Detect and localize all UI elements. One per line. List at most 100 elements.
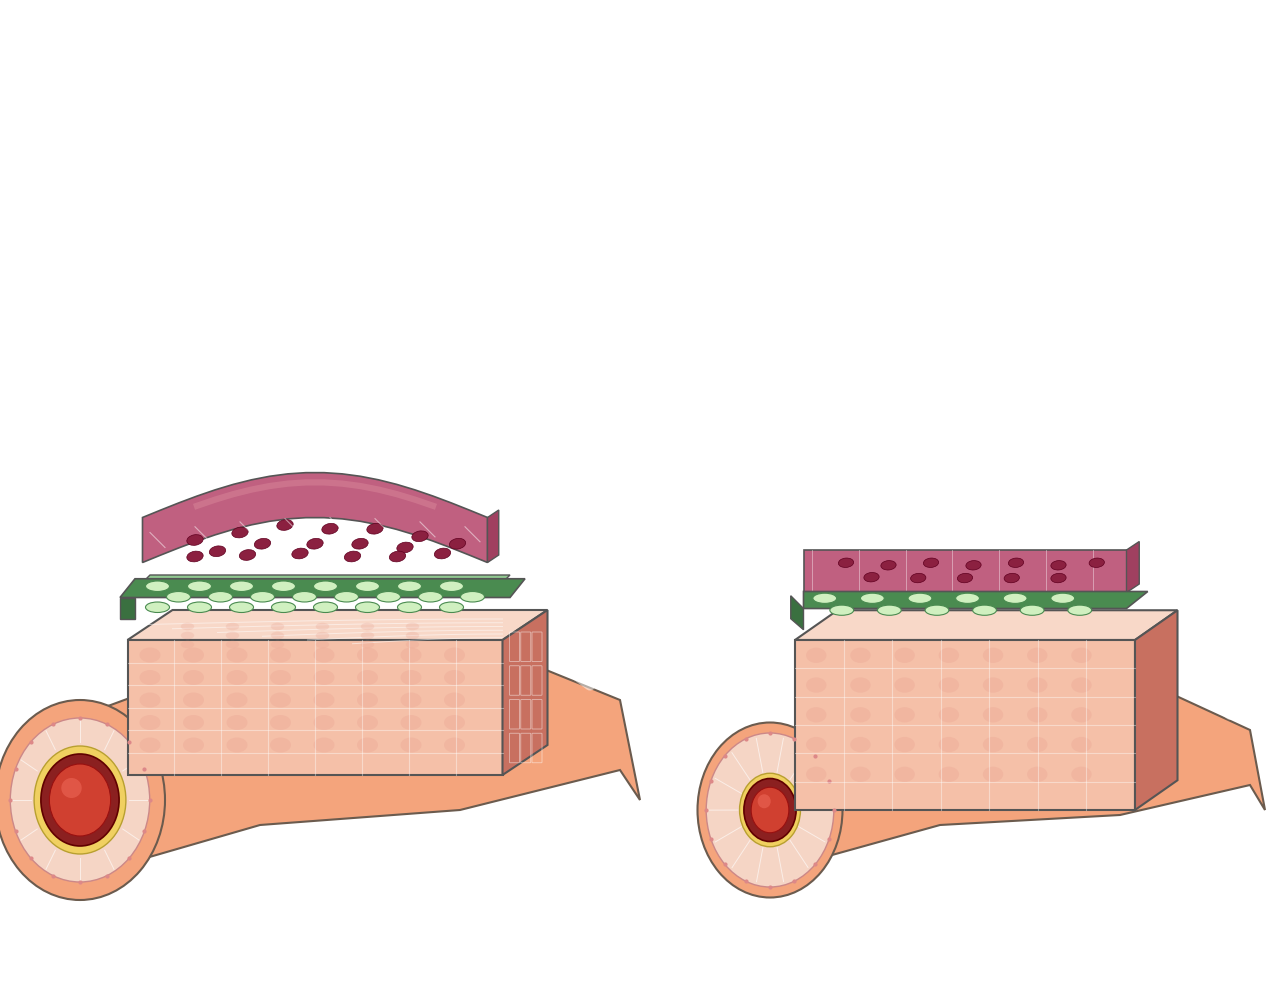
Ellipse shape — [751, 788, 789, 833]
Ellipse shape — [850, 707, 870, 722]
Ellipse shape — [698, 722, 842, 897]
Ellipse shape — [938, 677, 958, 693]
Ellipse shape — [440, 581, 464, 592]
Ellipse shape — [270, 737, 291, 752]
Polygon shape — [1126, 541, 1139, 593]
Polygon shape — [1135, 611, 1177, 810]
Ellipse shape — [1068, 605, 1091, 616]
Ellipse shape — [146, 602, 170, 613]
Ellipse shape — [400, 670, 422, 685]
Ellipse shape — [61, 778, 82, 798]
Ellipse shape — [938, 767, 958, 782]
Polygon shape — [128, 640, 502, 775]
Ellipse shape — [707, 733, 833, 887]
Ellipse shape — [966, 560, 982, 570]
Ellipse shape — [291, 548, 308, 559]
Ellipse shape — [850, 767, 870, 782]
Ellipse shape — [460, 592, 484, 602]
Polygon shape — [135, 575, 510, 590]
Ellipse shape — [938, 707, 958, 722]
Ellipse shape — [187, 551, 203, 562]
Ellipse shape — [360, 632, 374, 639]
Ellipse shape — [1008, 558, 1024, 567]
Ellipse shape — [183, 692, 204, 707]
Ellipse shape — [139, 670, 161, 685]
Ellipse shape — [188, 581, 211, 592]
Polygon shape — [143, 473, 487, 562]
Ellipse shape — [443, 670, 465, 685]
Ellipse shape — [271, 641, 284, 648]
Ellipse shape — [850, 677, 870, 693]
Ellipse shape — [400, 715, 422, 730]
Ellipse shape — [180, 632, 194, 639]
Ellipse shape — [983, 737, 1003, 752]
Ellipse shape — [895, 737, 915, 752]
Ellipse shape — [139, 737, 161, 752]
Ellipse shape — [226, 692, 248, 707]
Ellipse shape — [443, 648, 465, 663]
Ellipse shape — [740, 774, 800, 847]
Polygon shape — [70, 635, 640, 880]
Ellipse shape — [443, 692, 465, 707]
Ellipse shape — [1071, 677, 1091, 693]
Ellipse shape — [956, 594, 979, 604]
Ellipse shape — [307, 538, 323, 549]
Ellipse shape — [10, 718, 150, 882]
Ellipse shape — [230, 581, 253, 592]
Ellipse shape — [316, 641, 330, 648]
Ellipse shape — [925, 605, 948, 616]
Ellipse shape — [139, 648, 161, 663]
Ellipse shape — [397, 542, 413, 553]
Ellipse shape — [1028, 767, 1048, 782]
Ellipse shape — [909, 594, 932, 604]
Ellipse shape — [0, 700, 165, 900]
Ellipse shape — [1051, 594, 1075, 604]
Ellipse shape — [357, 648, 378, 663]
Ellipse shape — [895, 767, 915, 782]
Ellipse shape — [450, 538, 465, 549]
Ellipse shape — [412, 531, 428, 541]
Ellipse shape — [183, 648, 204, 663]
Ellipse shape — [226, 632, 239, 639]
Ellipse shape — [390, 551, 405, 562]
Ellipse shape — [758, 795, 771, 808]
Ellipse shape — [983, 677, 1003, 693]
Ellipse shape — [1071, 767, 1091, 782]
Polygon shape — [120, 598, 135, 619]
Ellipse shape — [806, 648, 827, 663]
Ellipse shape — [293, 592, 317, 602]
Ellipse shape — [878, 605, 901, 616]
Ellipse shape — [250, 592, 275, 602]
Ellipse shape — [270, 648, 291, 663]
Ellipse shape — [187, 534, 203, 545]
Ellipse shape — [270, 692, 291, 707]
Ellipse shape — [938, 737, 958, 752]
Ellipse shape — [1003, 594, 1028, 604]
Ellipse shape — [344, 551, 360, 562]
Ellipse shape — [400, 737, 422, 752]
Polygon shape — [791, 596, 804, 630]
Ellipse shape — [443, 737, 465, 752]
Ellipse shape — [313, 692, 335, 707]
Ellipse shape — [829, 605, 854, 616]
Ellipse shape — [183, 670, 204, 685]
Ellipse shape — [41, 754, 119, 846]
Ellipse shape — [355, 602, 380, 613]
Ellipse shape — [271, 602, 295, 613]
Ellipse shape — [1005, 573, 1020, 582]
Ellipse shape — [405, 623, 419, 630]
Ellipse shape — [397, 602, 422, 613]
Ellipse shape — [911, 573, 925, 582]
Ellipse shape — [895, 707, 915, 722]
Ellipse shape — [1020, 605, 1044, 616]
Ellipse shape — [1071, 737, 1091, 752]
Ellipse shape — [864, 572, 879, 581]
Ellipse shape — [440, 602, 464, 613]
Ellipse shape — [744, 779, 796, 841]
Ellipse shape — [50, 764, 111, 836]
Ellipse shape — [357, 737, 378, 752]
Ellipse shape — [357, 692, 378, 707]
Ellipse shape — [230, 602, 253, 613]
Ellipse shape — [850, 648, 870, 663]
Ellipse shape — [806, 737, 827, 752]
